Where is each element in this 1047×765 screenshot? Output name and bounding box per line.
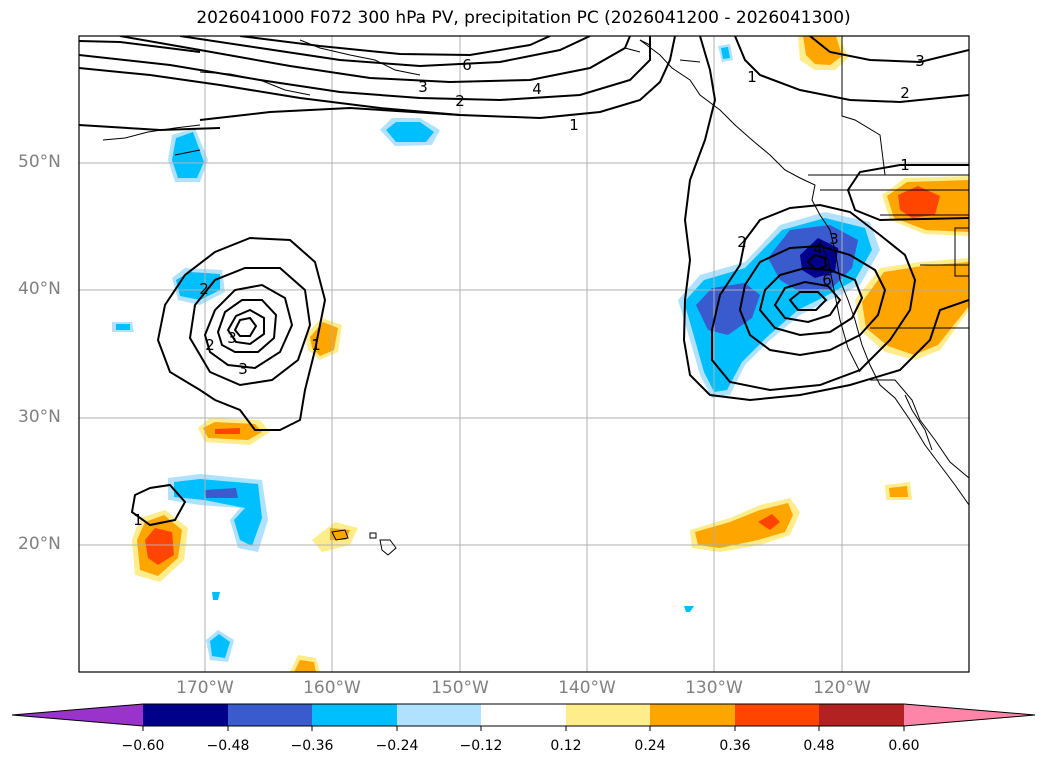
colorbar-tick-label: −0.12 [459, 738, 503, 754]
colorbar-tick-label: 0.48 [803, 738, 835, 754]
colorbar-tick-label: 0.24 [634, 738, 666, 754]
pv-contours [79, 36, 969, 527]
colorbar-segment [397, 704, 481, 726]
lon-label: 140°W [558, 678, 616, 698]
map-frame [78, 35, 970, 673]
lat-label: 40°N [18, 279, 61, 299]
colorbar-tick-label: −0.24 [375, 738, 419, 754]
colorbar-extend-max [904, 704, 1035, 726]
precip-positive [862, 262, 969, 355]
contour-label: 2 [900, 84, 910, 102]
precip-negative [176, 272, 220, 300]
precip-fills [112, 36, 969, 672]
precip-negative [172, 132, 204, 178]
contour-label: 2 [205, 336, 215, 354]
precip-positive [310, 322, 338, 356]
coastlines [102, 36, 969, 556]
colorbar [11, 703, 1036, 731]
contour-label: 3 [227, 329, 237, 347]
lat-label: 20°N [18, 534, 61, 554]
colorbar-segment [819, 704, 904, 726]
lon-label: 150°W [431, 678, 489, 698]
lon-label: 160°W [303, 678, 361, 698]
colorbar-segment [735, 704, 819, 726]
colorbar-tick-label: 0.60 [888, 738, 920, 754]
precip-negative [721, 47, 730, 59]
precip-positive [758, 514, 780, 530]
colorbar-tick-label: −0.48 [206, 738, 250, 754]
graticule [79, 36, 969, 672]
lat-label: 30°N [18, 407, 61, 427]
contour-label: 2 [455, 92, 465, 110]
contour-label: 3 [915, 52, 925, 70]
contour-label: 1 [311, 336, 321, 354]
precip-negative [116, 324, 130, 330]
colorbar-extend-min [12, 704, 143, 726]
colorbar-segment [481, 704, 566, 726]
precip-positive [898, 186, 940, 218]
map-title: 2026041000 F072 300 hPa PV, precipitatio… [196, 8, 851, 28]
lon-label: 130°W [685, 678, 743, 698]
lon-label: 170°W [176, 678, 234, 698]
precip-negative [174, 479, 262, 546]
precip-negative [386, 122, 434, 142]
colorbar-tick-label: 0.12 [550, 738, 582, 754]
contour-label: 4 [813, 240, 823, 258]
contour-label: 3 [829, 230, 839, 248]
precip-positive [889, 486, 908, 497]
colorbar-ticks [142, 726, 905, 731]
precip-negative [684, 606, 694, 612]
contour-label: 3 [418, 78, 428, 96]
contour-label: 6 [462, 56, 472, 74]
contour-label: 2 [737, 233, 747, 251]
contour-label: 2 [199, 280, 209, 298]
precip-positive [215, 428, 240, 434]
colorbar-segment [312, 704, 397, 726]
contour-label: 1 [569, 116, 579, 134]
lat-label: 50°N [18, 152, 61, 172]
precip-positive [145, 528, 174, 565]
precip-positive [695, 503, 793, 548]
colorbar-segment [228, 704, 312, 726]
precip-positive [294, 660, 316, 672]
colorbar-tick-label: 0.36 [719, 738, 751, 754]
colorbar-segment [143, 704, 228, 726]
precip-negative [210, 634, 230, 658]
colorbar-tick-label: −0.36 [290, 738, 334, 754]
contour-label: 4 [532, 80, 542, 98]
contour-label: 1 [900, 156, 910, 174]
contour-label-group: 6 4 3 2 1 2 1 3 2 1 2 3 3 1 1 2 4 3 6 [133, 52, 925, 529]
colorbar-tick-label: −0.60 [121, 738, 165, 754]
lon-label: 120°W [813, 678, 871, 698]
precip-negative [205, 488, 238, 498]
contour-label: 6 [822, 271, 832, 289]
colorbar-segment [650, 704, 735, 726]
colorbar-segment [566, 704, 650, 726]
contour-label: 1 [747, 68, 757, 86]
precip-positive [803, 36, 842, 65]
contour-label: 3 [238, 360, 248, 378]
contour-label: 1 [133, 511, 143, 529]
precip-negative [212, 592, 220, 600]
map-content: 6 4 3 2 1 2 1 3 2 1 2 3 3 1 1 2 4 3 6 [79, 36, 969, 672]
